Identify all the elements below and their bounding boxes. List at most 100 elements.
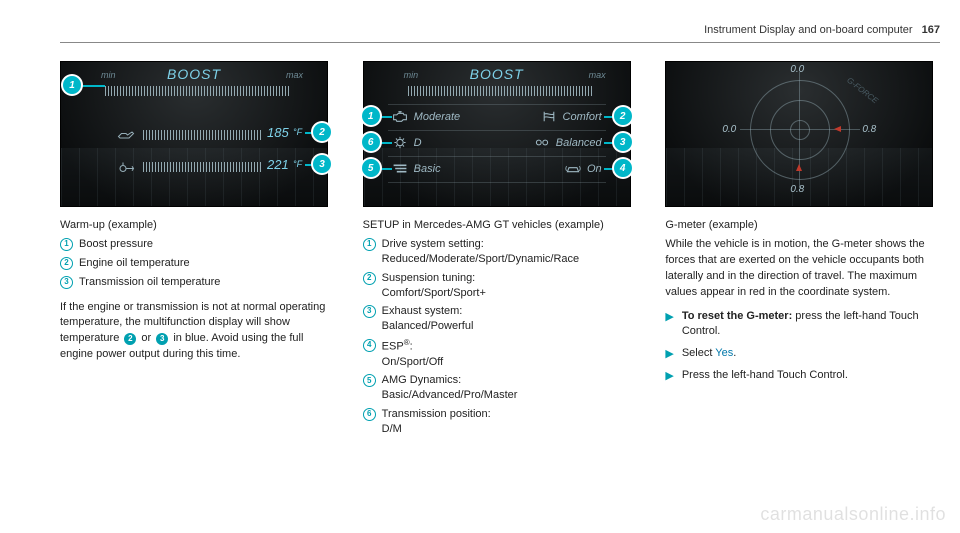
suspension-icon xyxy=(541,110,557,124)
item-number: 2 xyxy=(363,272,376,285)
item-text: Engine oil temperature xyxy=(79,256,190,271)
list-item: 2 Suspension tuning:Comfort/Sport/Sport+ xyxy=(363,271,638,301)
callout-6: 6 xyxy=(362,133,380,151)
label-max: max xyxy=(286,70,303,80)
transmission-temp-icon xyxy=(117,160,135,174)
figure-warmup: BOOST min max 185 °F 221 °F 1 xyxy=(60,61,328,207)
crop-mark-top-left xyxy=(8,6,36,34)
caption-warmup: Warm-up (example) xyxy=(60,219,335,231)
opts: Reduced/Moderate/Sport/Dynamic/Race xyxy=(382,253,579,265)
val: Comfort xyxy=(563,111,602,123)
item-text: Drive system setting: Reduced/Moderate/Sp… xyxy=(382,237,579,267)
callout-4: 4 xyxy=(614,159,632,177)
trans-bar xyxy=(143,162,261,172)
label: Drive system setting: xyxy=(382,238,484,250)
boost-bar xyxy=(105,86,291,96)
callout-5: 5 xyxy=(362,159,380,177)
figure-gmeter: 0.0 0.0 0.8 0.8 G-FORCE xyxy=(665,61,933,207)
lead xyxy=(378,168,392,170)
step-text: To reset the G-meter: press the left-han… xyxy=(682,309,940,340)
item-text: Suspension tuning:Comfort/Sport/Sport+ xyxy=(382,271,486,301)
yes-link: Yes xyxy=(715,347,733,359)
val: D xyxy=(414,137,422,149)
lead xyxy=(378,116,392,118)
list-setup: 1 Drive system setting: Reduced/Moderate/S… xyxy=(363,237,638,437)
item-number: 1 xyxy=(60,238,73,251)
cell-left: Basic xyxy=(392,162,441,176)
list-item: 3 Transmission oil temperature xyxy=(60,275,335,290)
caption-gmeter: G-meter (example) xyxy=(665,219,940,231)
cell-right: On xyxy=(565,162,602,176)
caption-setup: SETUP in Mercedes-AMG GT vehicles (examp… xyxy=(363,219,638,231)
oil-temp-unit: °F xyxy=(293,127,302,137)
lead xyxy=(378,142,392,144)
cell-left: Moderate xyxy=(392,110,460,124)
callout-1: 1 xyxy=(63,76,81,94)
cell-right: Balanced xyxy=(534,136,602,150)
page-content: Instrument Display and on-board computer… xyxy=(60,24,940,513)
amg-dynamics-icon xyxy=(392,162,408,176)
opts: D/M xyxy=(382,423,402,435)
inline-ref-2: 2 xyxy=(124,333,136,345)
arrow-icon: ▶ xyxy=(665,310,673,325)
figure-setup: BOOST min max Moderate Comfort xyxy=(363,61,631,207)
divider xyxy=(388,104,606,105)
callout-3: 3 xyxy=(313,155,331,173)
divider xyxy=(388,130,606,131)
item-number: 3 xyxy=(60,276,73,289)
step-select-yes: ▶ Select Yes. xyxy=(665,346,940,362)
header-title: Instrument Display and on-board computer xyxy=(704,24,913,36)
callout-1: 1 xyxy=(362,107,380,125)
item-number: 3 xyxy=(363,305,376,318)
step-press: ▶ Press the left-hand Touch Control. xyxy=(665,368,940,384)
label: Exhaust system: xyxy=(382,305,463,317)
esp-car-icon xyxy=(565,162,581,176)
lead-1 xyxy=(79,85,105,87)
step-text: Select Yes. xyxy=(682,346,736,361)
item-number: 5 xyxy=(363,374,376,387)
arrow-icon: ▶ xyxy=(665,347,673,362)
item-text: Boost pressure xyxy=(79,237,153,252)
max-marker-bottom xyxy=(794,164,804,174)
val: On xyxy=(587,163,602,175)
opts: Comfort/Sport/Sport+ xyxy=(382,287,486,299)
list-item: 1 Boost pressure xyxy=(60,237,335,252)
warmup-paragraph: If the engine or transmission is not at … xyxy=(60,300,335,364)
column-setup: BOOST min max Moderate Comfort xyxy=(363,61,638,447)
label: Transmission position: xyxy=(382,408,491,420)
list-item: 6Transmission position:D/M xyxy=(363,407,638,437)
inline-ref-3: 3 xyxy=(156,333,168,345)
setup-row-3: Basic On xyxy=(392,158,602,180)
gforce-label: G-FORCE xyxy=(845,76,880,106)
oil-bar xyxy=(143,130,261,140)
item-text: Transmission oil temperature xyxy=(79,275,220,290)
running-header: Instrument Display and on-board computer… xyxy=(60,24,940,43)
val: Basic xyxy=(414,163,441,175)
setup-row-1: Moderate Comfort xyxy=(392,106,602,128)
label-min: min xyxy=(101,70,116,80)
item-number: 1 xyxy=(363,238,376,251)
list-item: 1 Drive system setting: Reduced/Moderate/S… xyxy=(363,237,638,267)
step-bold: To reset the G-meter: xyxy=(682,310,792,322)
label-max: max xyxy=(589,70,606,80)
label-min: min xyxy=(404,70,419,80)
column-warmup: BOOST min max 185 °F 221 °F 1 xyxy=(60,61,335,447)
opts: Basic/Advanced/Pro/Master xyxy=(382,389,518,401)
gear-icon xyxy=(392,136,408,150)
list-item: 2 Engine oil temperature xyxy=(60,256,335,271)
item-number: 4 xyxy=(363,339,376,352)
watermark: carmanualsonline.info xyxy=(760,504,946,525)
list-item: 5AMG Dynamics:Basic/Advanced/Pro/Master xyxy=(363,373,638,403)
callout-3: 3 xyxy=(614,133,632,151)
gm-bottom: 0.8 xyxy=(790,184,804,195)
val: Balanced xyxy=(556,137,602,149)
arrow-icon: ▶ xyxy=(665,369,673,384)
item-text: Exhaust system:Balanced/Powerful xyxy=(382,304,474,334)
divider xyxy=(388,156,606,157)
list-warmup: 1Boost pressure 2Engine oil temperature … xyxy=(60,237,335,290)
trans-temp-value: 221 xyxy=(267,157,289,172)
oil-temp-value: 185 xyxy=(267,125,289,140)
sb: . xyxy=(733,347,736,359)
item-number: 2 xyxy=(60,257,73,270)
gm-right: 0.8 xyxy=(862,124,876,135)
